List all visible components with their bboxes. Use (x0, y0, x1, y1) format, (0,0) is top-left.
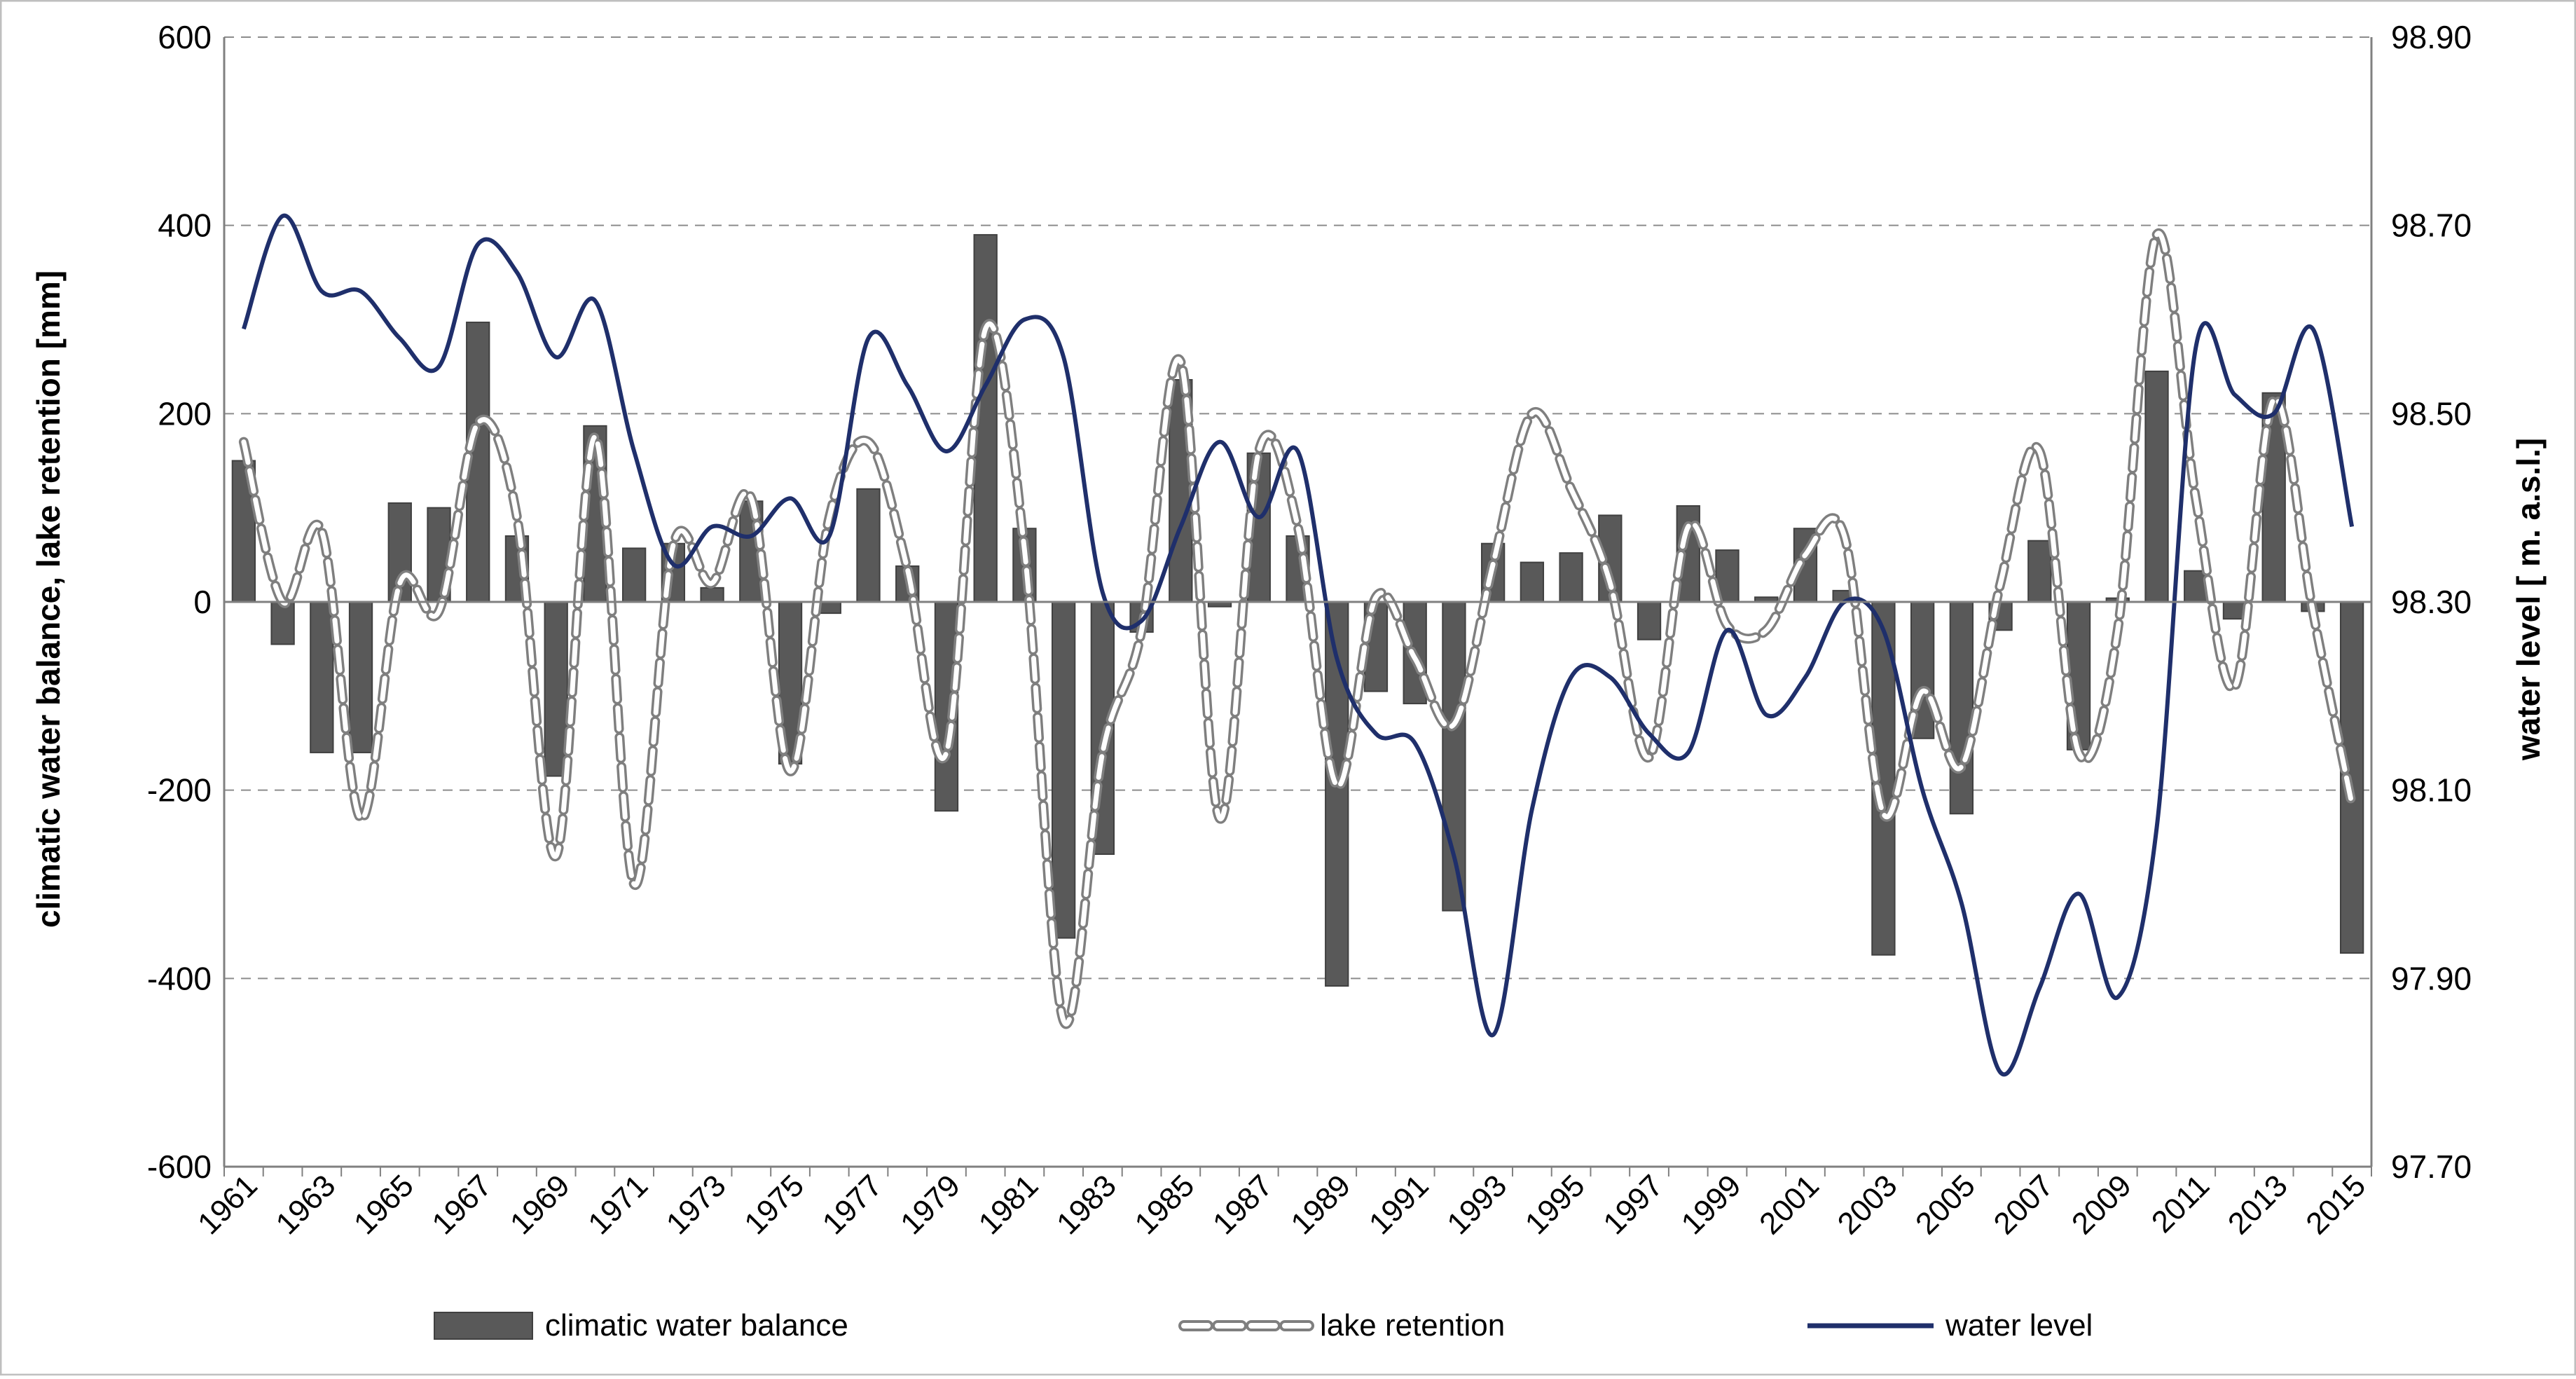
bar (621, 547, 647, 603)
bar (1559, 552, 1583, 603)
y-right-tick-label: 98.90 (2391, 19, 2472, 55)
bar (1520, 561, 1545, 603)
y-left-tick-label: -600 (147, 1148, 212, 1185)
legend: climatic water balance lake retention wa… (434, 1308, 2093, 1343)
y-left-tick-label: 200 (158, 395, 212, 432)
gridlines (224, 36, 2371, 980)
bar (270, 601, 295, 645)
bar (2144, 370, 2169, 603)
bar (1637, 601, 1662, 640)
y-right-tick-label: 98.30 (2391, 584, 2472, 620)
y-right-tick-label: 97.90 (2391, 960, 2472, 996)
legend-label-climatic-water-balance: climatic water balance (545, 1308, 848, 1343)
bar (2027, 540, 2052, 603)
lake-retention-line-inner (241, 231, 2355, 1027)
bar (856, 488, 881, 603)
y-right-tick-label: 98.50 (2391, 395, 2472, 432)
bar (700, 586, 724, 603)
y-axis-right-label: water level [ m. a.s.l.] (2510, 438, 2547, 761)
legend-swatch-climatic-water-balance (434, 1312, 533, 1340)
water-level-series (242, 213, 2355, 1077)
y-left-tick-label: 600 (158, 19, 212, 55)
legend-label-water-level: water level (1945, 1308, 2093, 1343)
y-left-tick-label: 400 (158, 207, 212, 244)
bar (544, 601, 568, 777)
y-right-tick-label: 98.70 (2391, 207, 2472, 244)
y-left-tick-label: -400 (147, 960, 212, 996)
bar (310, 601, 334, 753)
y-right-tick-label: 97.70 (2391, 1148, 2472, 1185)
axes (223, 37, 2373, 1176)
y-axis-left-label: climatic water balance, lake retention [… (30, 270, 67, 928)
bar (1051, 601, 1076, 939)
bar (1949, 601, 1974, 815)
bar (348, 601, 373, 753)
y-left-tick-label: 0 (193, 584, 212, 620)
legend-label-lake-retention: lake retention (1320, 1308, 1505, 1343)
y-right-tick-label: 98.10 (2391, 772, 2472, 809)
bar (2184, 570, 2208, 603)
bar (1169, 378, 1193, 603)
y-left-tick-label: -200 (147, 772, 212, 809)
water-level-line (242, 213, 2355, 1077)
lake-retention-series (238, 228, 2357, 1029)
